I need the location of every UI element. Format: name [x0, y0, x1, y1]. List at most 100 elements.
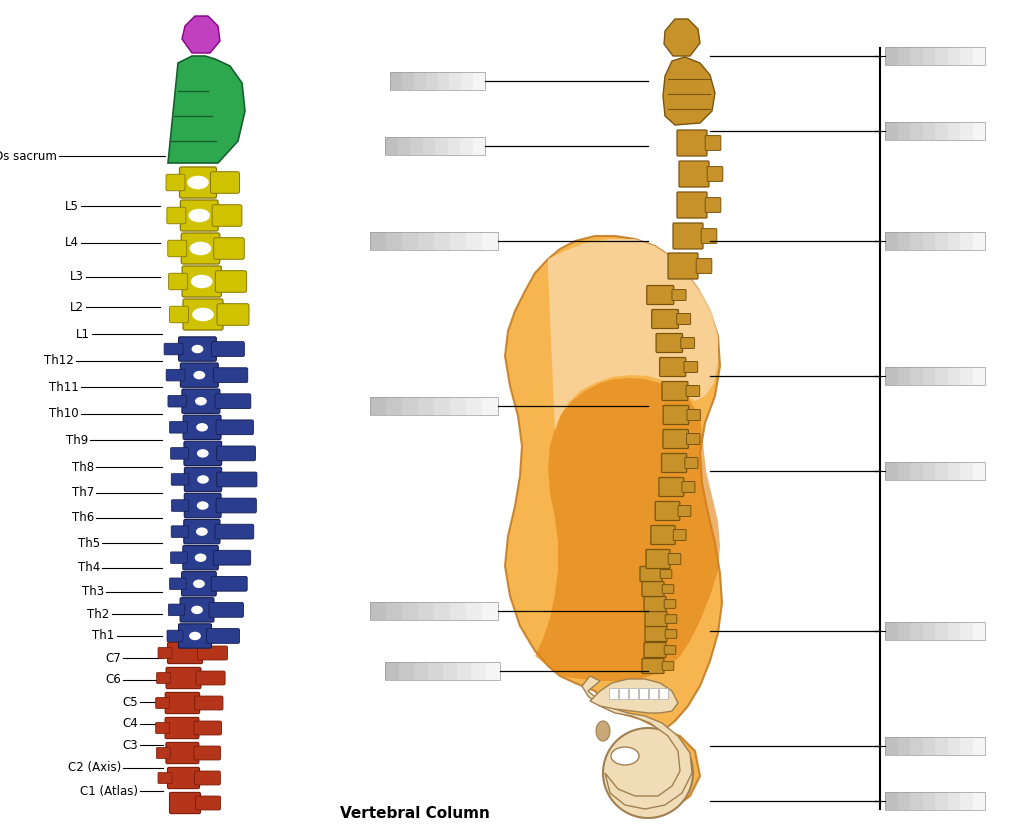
Bar — [947, 122, 961, 140]
FancyBboxPatch shape — [659, 357, 686, 376]
Bar — [435, 137, 447, 155]
Bar — [472, 137, 485, 155]
Bar — [485, 662, 500, 680]
Text: Th11: Th11 — [49, 381, 79, 394]
FancyBboxPatch shape — [684, 361, 697, 372]
Polygon shape — [664, 19, 700, 56]
Bar — [402, 602, 418, 620]
Bar — [460, 137, 472, 155]
FancyBboxPatch shape — [609, 689, 618, 700]
Text: C3: C3 — [123, 739, 138, 752]
FancyBboxPatch shape — [642, 582, 664, 597]
FancyBboxPatch shape — [158, 773, 172, 784]
FancyBboxPatch shape — [664, 406, 689, 425]
FancyBboxPatch shape — [666, 630, 677, 638]
Text: Th12: Th12 — [44, 354, 74, 367]
Ellipse shape — [197, 475, 209, 484]
Bar — [923, 367, 935, 385]
FancyBboxPatch shape — [214, 238, 245, 259]
Bar — [885, 367, 897, 385]
FancyBboxPatch shape — [213, 550, 251, 565]
Bar — [973, 122, 985, 140]
Bar — [885, 622, 985, 640]
FancyBboxPatch shape — [182, 266, 221, 297]
FancyBboxPatch shape — [168, 767, 200, 789]
FancyBboxPatch shape — [677, 130, 707, 156]
FancyBboxPatch shape — [644, 642, 666, 657]
FancyBboxPatch shape — [194, 721, 221, 735]
Bar — [973, 792, 985, 810]
Bar — [935, 462, 947, 480]
Bar — [428, 662, 442, 680]
Bar — [466, 232, 482, 250]
Bar — [910, 367, 923, 385]
FancyBboxPatch shape — [184, 441, 221, 465]
Bar — [923, 792, 935, 810]
Bar — [885, 792, 985, 810]
Text: Os sacrum: Os sacrum — [0, 150, 57, 163]
FancyBboxPatch shape — [167, 207, 186, 224]
FancyBboxPatch shape — [181, 233, 220, 264]
FancyBboxPatch shape — [659, 689, 669, 700]
Bar — [885, 462, 897, 480]
Bar — [885, 622, 897, 640]
Bar — [973, 462, 985, 480]
Bar — [947, 232, 961, 250]
Ellipse shape — [194, 579, 205, 588]
FancyBboxPatch shape — [215, 524, 254, 539]
Bar — [947, 622, 961, 640]
Bar — [897, 792, 910, 810]
Bar — [473, 72, 485, 90]
FancyBboxPatch shape — [620, 689, 629, 700]
Ellipse shape — [194, 371, 205, 380]
Bar — [935, 622, 947, 640]
Bar — [973, 737, 985, 755]
Bar — [923, 47, 935, 65]
Bar — [370, 232, 386, 250]
FancyBboxPatch shape — [686, 386, 699, 396]
Bar — [961, 462, 973, 480]
FancyBboxPatch shape — [651, 309, 679, 328]
Bar — [897, 232, 910, 250]
Bar — [386, 397, 402, 415]
FancyBboxPatch shape — [166, 742, 199, 764]
FancyBboxPatch shape — [665, 646, 676, 654]
Bar — [935, 737, 947, 755]
Ellipse shape — [188, 209, 210, 222]
Text: Vertebral Column: Vertebral Column — [340, 806, 489, 821]
FancyBboxPatch shape — [211, 172, 240, 194]
Bar — [385, 662, 500, 680]
Bar — [885, 792, 897, 810]
FancyBboxPatch shape — [674, 529, 686, 540]
Bar — [885, 47, 897, 65]
Bar — [935, 232, 947, 250]
Bar — [947, 462, 961, 480]
FancyBboxPatch shape — [668, 253, 698, 279]
Bar — [447, 137, 460, 155]
FancyBboxPatch shape — [180, 363, 218, 387]
FancyBboxPatch shape — [677, 313, 690, 324]
Bar — [885, 462, 985, 480]
Ellipse shape — [197, 501, 209, 509]
Text: L5: L5 — [65, 199, 79, 213]
Ellipse shape — [195, 397, 207, 406]
Bar — [418, 397, 434, 415]
FancyBboxPatch shape — [158, 647, 172, 658]
Text: Th4: Th4 — [78, 561, 100, 574]
Bar — [370, 602, 386, 620]
Bar — [370, 602, 498, 620]
Bar — [385, 137, 485, 155]
Bar — [401, 72, 414, 90]
Bar — [885, 122, 985, 140]
Bar — [897, 47, 910, 65]
Bar — [935, 47, 947, 65]
Bar — [450, 72, 461, 90]
Bar — [947, 792, 961, 810]
Polygon shape — [182, 16, 220, 53]
Bar — [426, 72, 437, 90]
Polygon shape — [168, 56, 245, 163]
FancyBboxPatch shape — [157, 747, 170, 759]
Ellipse shape — [197, 449, 209, 458]
FancyBboxPatch shape — [682, 481, 695, 493]
FancyBboxPatch shape — [640, 689, 648, 700]
